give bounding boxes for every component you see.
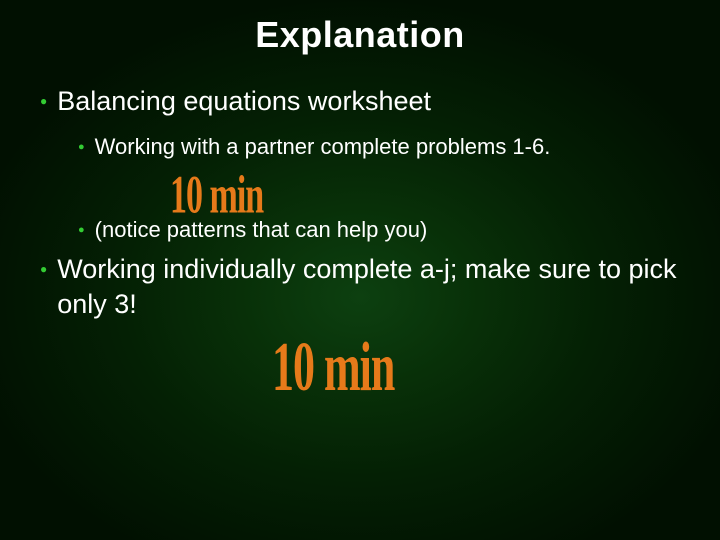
bullet-icon: ●	[40, 261, 47, 278]
bullet-item-main-1: ● Balancing equations worksheet	[40, 84, 680, 119]
bullet-text: Balancing equations worksheet	[57, 84, 431, 119]
slide-title: Explanation	[0, 0, 720, 56]
time-badge-1: 10 min	[170, 166, 680, 227]
bullet-item-sub-1: ● Working with a partner complete proble…	[40, 133, 680, 162]
slide-content: ● Balancing equations worksheet ● Workin…	[0, 56, 720, 377]
bullet-icon: ●	[78, 140, 85, 155]
bullet-icon: ●	[40, 93, 47, 110]
bullet-text: Working with a partner complete problems…	[95, 133, 551, 162]
bullet-text: Working individually complete a-j; make …	[57, 252, 680, 322]
bullet-icon: ●	[78, 223, 85, 238]
time-badge-2: 10 min	[272, 326, 680, 408]
bullet-item-main-2: ● Working individually complete a-j; mak…	[40, 252, 680, 322]
